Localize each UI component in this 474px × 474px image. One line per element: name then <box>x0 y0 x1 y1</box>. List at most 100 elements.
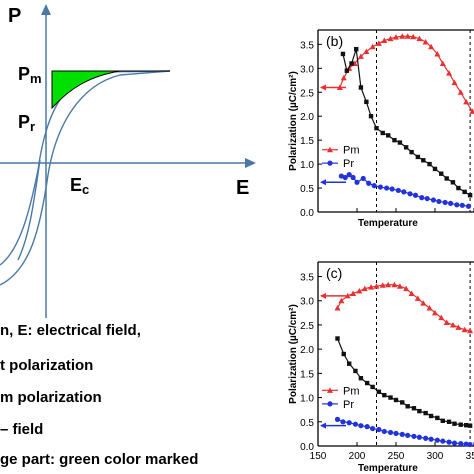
data-point <box>456 185 461 191</box>
legend-marker <box>327 387 333 393</box>
data-point <box>389 186 395 192</box>
data-point <box>354 46 359 52</box>
hysteresis-diagram: P E Pm Pr Ec <box>0 4 256 318</box>
data-point <box>448 200 454 206</box>
data-point <box>416 35 423 42</box>
data-point <box>340 419 346 425</box>
data-point <box>397 140 403 145</box>
data-point <box>338 297 345 304</box>
y-tick-label: 2.5 <box>300 88 314 99</box>
data-point <box>451 440 458 446</box>
axis-arrowhead <box>320 422 326 429</box>
data-point <box>346 172 352 178</box>
data-point <box>424 195 430 202</box>
axis-arrowhead <box>320 292 326 299</box>
data-point <box>442 199 448 206</box>
data-point <box>451 79 458 86</box>
y-tick-label: 0.5 <box>300 418 314 429</box>
data-point <box>467 423 473 428</box>
chart-panel-b: 0.0 0.5 1.0 1.5 2.0 2.5 3.0 3.5 Polarization (µC… <box>288 29 474 229</box>
data-point <box>403 145 409 150</box>
data-point <box>380 130 385 136</box>
panel-label: (b) <box>326 33 343 49</box>
data-point <box>446 439 452 445</box>
data-point <box>444 176 449 181</box>
data-point <box>399 431 405 437</box>
data-point <box>410 33 417 40</box>
data-point <box>393 430 399 437</box>
x-axis-label: Temperature <box>358 218 418 229</box>
data-point <box>360 175 366 182</box>
x-tick-label: 200 <box>349 451 366 462</box>
chart-panel-c: 0.0 0.5 1.0 1.5 2.0 2.5 3.0 3.5 150 200 250 300 350 P… <box>288 261 474 474</box>
x-tick-label: 350 <box>466 451 474 462</box>
data-point <box>350 174 356 181</box>
data-point <box>349 61 354 66</box>
data-point <box>454 202 460 208</box>
data-point <box>434 437 440 443</box>
data-point <box>340 74 347 81</box>
p-axis-arrowhead <box>41 4 51 15</box>
data-point <box>414 295 421 301</box>
data-point <box>440 418 445 424</box>
data-point <box>399 33 406 39</box>
data-point <box>381 37 388 44</box>
data-point <box>415 154 421 160</box>
data-point <box>434 50 441 57</box>
data-point <box>411 433 417 439</box>
y-tick-label: 1.5 <box>300 369 314 380</box>
data-point <box>393 34 399 40</box>
data-point <box>334 416 341 422</box>
data-point <box>376 389 382 394</box>
series-line <box>342 48 471 196</box>
data-point <box>439 171 444 176</box>
data-point <box>438 314 445 321</box>
data-point <box>419 195 425 201</box>
data-point <box>352 421 359 427</box>
data-point <box>346 420 352 426</box>
x-tick-label: 300 <box>427 451 444 462</box>
data-point <box>342 174 348 181</box>
y-tick-label: 1.0 <box>300 394 314 405</box>
data-point <box>375 40 382 46</box>
data-point <box>404 33 411 39</box>
data-point <box>467 193 473 198</box>
data-point <box>446 70 453 76</box>
data-point <box>405 404 410 409</box>
data-point <box>403 285 410 292</box>
data-point <box>464 422 469 428</box>
data-point <box>370 384 375 390</box>
data-point <box>370 425 376 432</box>
data-point <box>356 288 363 294</box>
data-point <box>467 441 473 448</box>
data-point <box>409 149 414 155</box>
data-point <box>426 305 433 311</box>
series-line <box>336 338 471 427</box>
data-point <box>458 422 463 427</box>
pm-label: Pm <box>18 64 42 86</box>
data-point <box>417 408 422 414</box>
pr-label: Pr <box>18 112 35 134</box>
data-point <box>452 421 457 426</box>
data-point <box>334 305 341 311</box>
data-point <box>371 183 377 189</box>
data-point <box>408 290 415 296</box>
data-point <box>400 400 405 405</box>
data-point <box>386 133 391 138</box>
data-point <box>338 173 344 179</box>
data-point <box>465 203 472 209</box>
data-point <box>387 35 394 42</box>
data-point <box>432 166 438 172</box>
data-point <box>423 410 428 416</box>
data-point <box>457 89 464 95</box>
data-point <box>335 336 340 341</box>
y-tick-label: 3.5 <box>300 273 314 284</box>
axis-arrowhead <box>320 84 326 91</box>
data-point <box>385 281 392 288</box>
hysteresis-loop-return <box>17 159 41 261</box>
data-point <box>361 285 368 292</box>
data-point <box>387 429 394 436</box>
data-point <box>405 432 411 438</box>
data-point <box>381 428 387 435</box>
